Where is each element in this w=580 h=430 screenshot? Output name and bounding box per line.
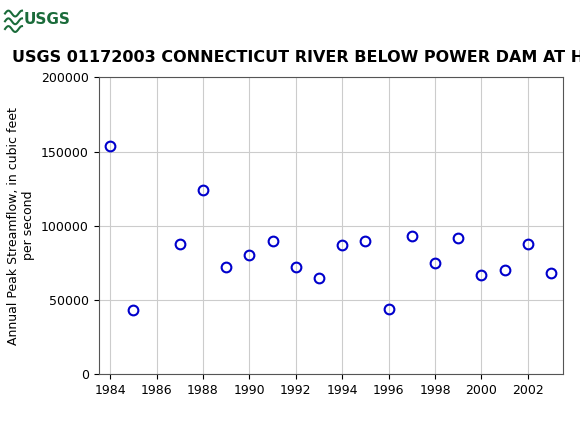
Bar bbox=[3, 4, 39, 35]
Y-axis label: Annual Peak Streamflow, in cubic feet
per second: Annual Peak Streamflow, in cubic feet pe… bbox=[8, 107, 35, 345]
Text: USGS: USGS bbox=[24, 12, 71, 27]
Text: USGS 01172003 CONNECTICUT RIVER BELOW POWER DAM AT HOLYOKE,MA: USGS 01172003 CONNECTICUT RIVER BELOW PO… bbox=[12, 50, 580, 65]
